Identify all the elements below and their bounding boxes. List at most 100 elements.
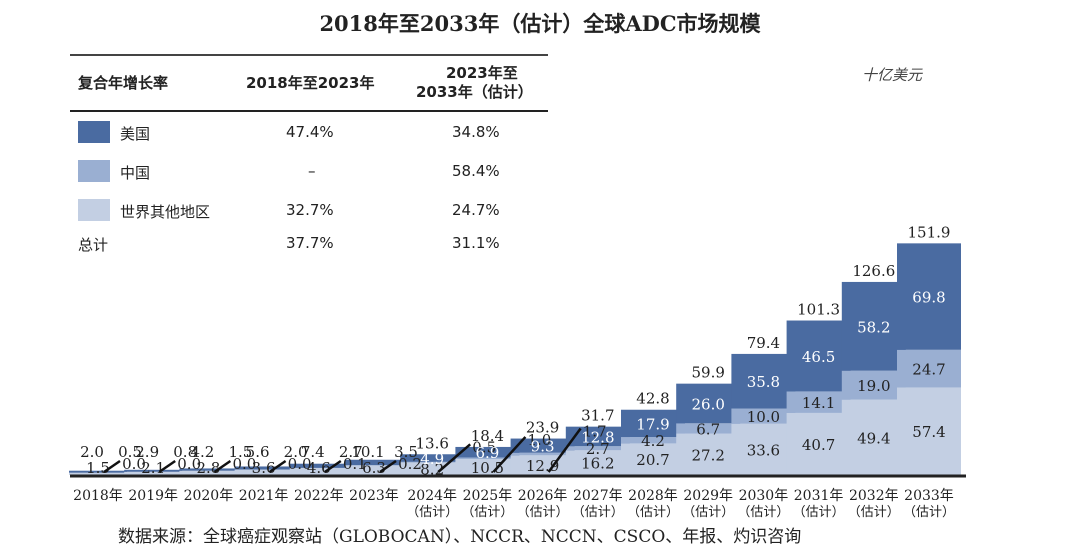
bar-china-11 [676, 423, 741, 434]
leader-line-china-6 [437, 443, 472, 473]
label-rest-of-world-14: 49.4 [857, 429, 890, 447]
bar-china-9 [565, 446, 630, 451]
bar-us-2 [179, 468, 238, 471]
bar-us-1 [124, 469, 183, 472]
bar-rest-of-world-5 [345, 465, 403, 475]
label-us-3: 2.0 [284, 443, 308, 461]
bar-rest-of-world-6 [400, 462, 465, 475]
chart-title: 2018年至2033年（估计）全球ADC市场规模 [319, 11, 761, 36]
label-china-13: 14.1 [802, 394, 835, 412]
bar-rest-of-world-4 [289, 467, 348, 475]
label-total-8: 23.9 [526, 419, 559, 437]
label-total-10: 42.8 [636, 390, 669, 408]
leader-line-china-1 [158, 459, 176, 474]
bar-rest-of-world-3 [234, 469, 293, 475]
bar-china-13 [786, 391, 851, 413]
x-tick-label-5: 2023年 [349, 488, 399, 504]
label-rest-of-world-7: 10.5 [471, 459, 504, 477]
x-tick-label-9: 2027年 [573, 488, 623, 504]
bar-rest-of-world-0 [69, 472, 127, 475]
bar-us-3 [234, 466, 293, 470]
label-rest-of-world-1: 2.1 [141, 459, 165, 477]
table-header-rule [70, 110, 548, 112]
bar-rest-of-world-14 [841, 399, 906, 475]
x-tick-sublabel-8: （估计） [517, 505, 569, 520]
label-china-12: 10.0 [747, 408, 780, 426]
bar-rest-of-world-9 [565, 450, 630, 475]
bar-us-9 [565, 426, 630, 447]
bar-us-15 [897, 243, 961, 350]
x-tick-sublabel-13: （估计） [793, 505, 845, 520]
label-china-7: 1.0 [527, 431, 551, 449]
bar-china-15 [897, 349, 961, 388]
label-total-0: 2.0 [80, 443, 104, 461]
bar-rest-of-world-11 [676, 433, 741, 475]
bar-us-7 [455, 446, 520, 458]
x-tick-sublabel-15: （估计） [903, 505, 955, 520]
bar-us-8 [510, 438, 575, 453]
bar-us-14 [841, 281, 906, 371]
leader-line-china-0 [103, 459, 121, 474]
leader-line-china-2 [213, 459, 232, 474]
label-china-9: 2.7 [586, 440, 610, 458]
label-us-13: 46.5 [802, 348, 835, 366]
label-china-15: 24.7 [912, 361, 945, 379]
bar-china-10 [621, 437, 685, 444]
label-us-7: 6.9 [475, 444, 499, 462]
label-total-14: 126.6 [852, 262, 895, 280]
label-rest-of-world-12: 33.6 [747, 441, 780, 459]
row-label-us: 美国 [120, 125, 151, 143]
row-us-v1: 47.4% [286, 123, 334, 141]
x-tick-label-10: 2028年 [628, 488, 678, 504]
x-tick-label-15: 2033年 [904, 488, 954, 504]
x-tick-sublabel-6: （估计） [406, 505, 458, 520]
x-tick-sublabel-9: （估计） [572, 505, 624, 520]
leader-line-china-7 [492, 436, 527, 473]
x-tick-label-0: 2018年 [73, 488, 123, 504]
bar-rest-of-world-7 [455, 458, 520, 475]
x-tick-label-2: 2020年 [184, 488, 234, 504]
row-us-v2: 34.8% [452, 123, 500, 141]
label-rest-of-world-0: 1.5 [86, 459, 110, 477]
row-china-v2: 58.4% [452, 162, 500, 180]
legend-swatch-us [78, 121, 110, 143]
legend-swatch-rest-of-world [78, 199, 110, 221]
bar-us-11 [676, 383, 741, 424]
unit-label: 十亿美元 [862, 66, 923, 84]
label-total-1: 2.9 [135, 443, 159, 461]
bar-rest-of-world-8 [510, 455, 575, 475]
label-us-8: 9.3 [531, 438, 555, 456]
table-header-2023-2033-b: 2033年（估计） [416, 83, 533, 101]
bar-rest-of-world-1 [124, 471, 183, 475]
bar-rest-of-world-15 [897, 387, 961, 475]
label-china-3: 0.0 [288, 455, 312, 473]
label-total-13: 101.3 [797, 301, 840, 319]
label-china-11: 6.7 [696, 420, 720, 438]
x-tick-label-4: 2022年 [294, 488, 344, 504]
label-total-12: 79.4 [747, 334, 780, 352]
table-header-2018-2023: 2018年至2023年 [246, 74, 375, 92]
label-rest-of-world-5: 6.3 [362, 459, 386, 477]
label-us-14: 58.2 [857, 318, 890, 336]
label-china-10: 4.2 [641, 432, 665, 450]
x-tick-label-6: 2024年 [407, 488, 457, 504]
label-us-12: 35.8 [747, 373, 780, 391]
label-rest-of-world-11: 27.2 [691, 446, 724, 464]
leader-line-china-5 [379, 459, 397, 474]
x-tick-label-11: 2029年 [683, 488, 733, 504]
label-china-14: 19.0 [857, 377, 890, 395]
bar-china-6 [400, 460, 465, 463]
data-source: 数据来源：全球癌症观察站（GLOBOCAN）、NCCR、NCCN、CSCO、年报… [118, 527, 802, 547]
bar-us-13 [786, 320, 851, 392]
label-us-0: 0.5 [118, 443, 142, 461]
leader-line-china-3 [268, 459, 287, 474]
row-china-v1: – [308, 162, 316, 180]
x-tick-sublabel-12: （估计） [737, 505, 789, 520]
label-total-5: 10.1 [351, 443, 384, 461]
bar-us-4 [289, 463, 348, 468]
leader-line-china-4 [324, 459, 342, 474]
row-label-rest-of-world: 世界其他地区 [120, 203, 211, 221]
bar-china-4 [289, 465, 348, 468]
x-tick-sublabel-14: （估计） [848, 505, 900, 520]
bar-china-14 [841, 370, 906, 400]
